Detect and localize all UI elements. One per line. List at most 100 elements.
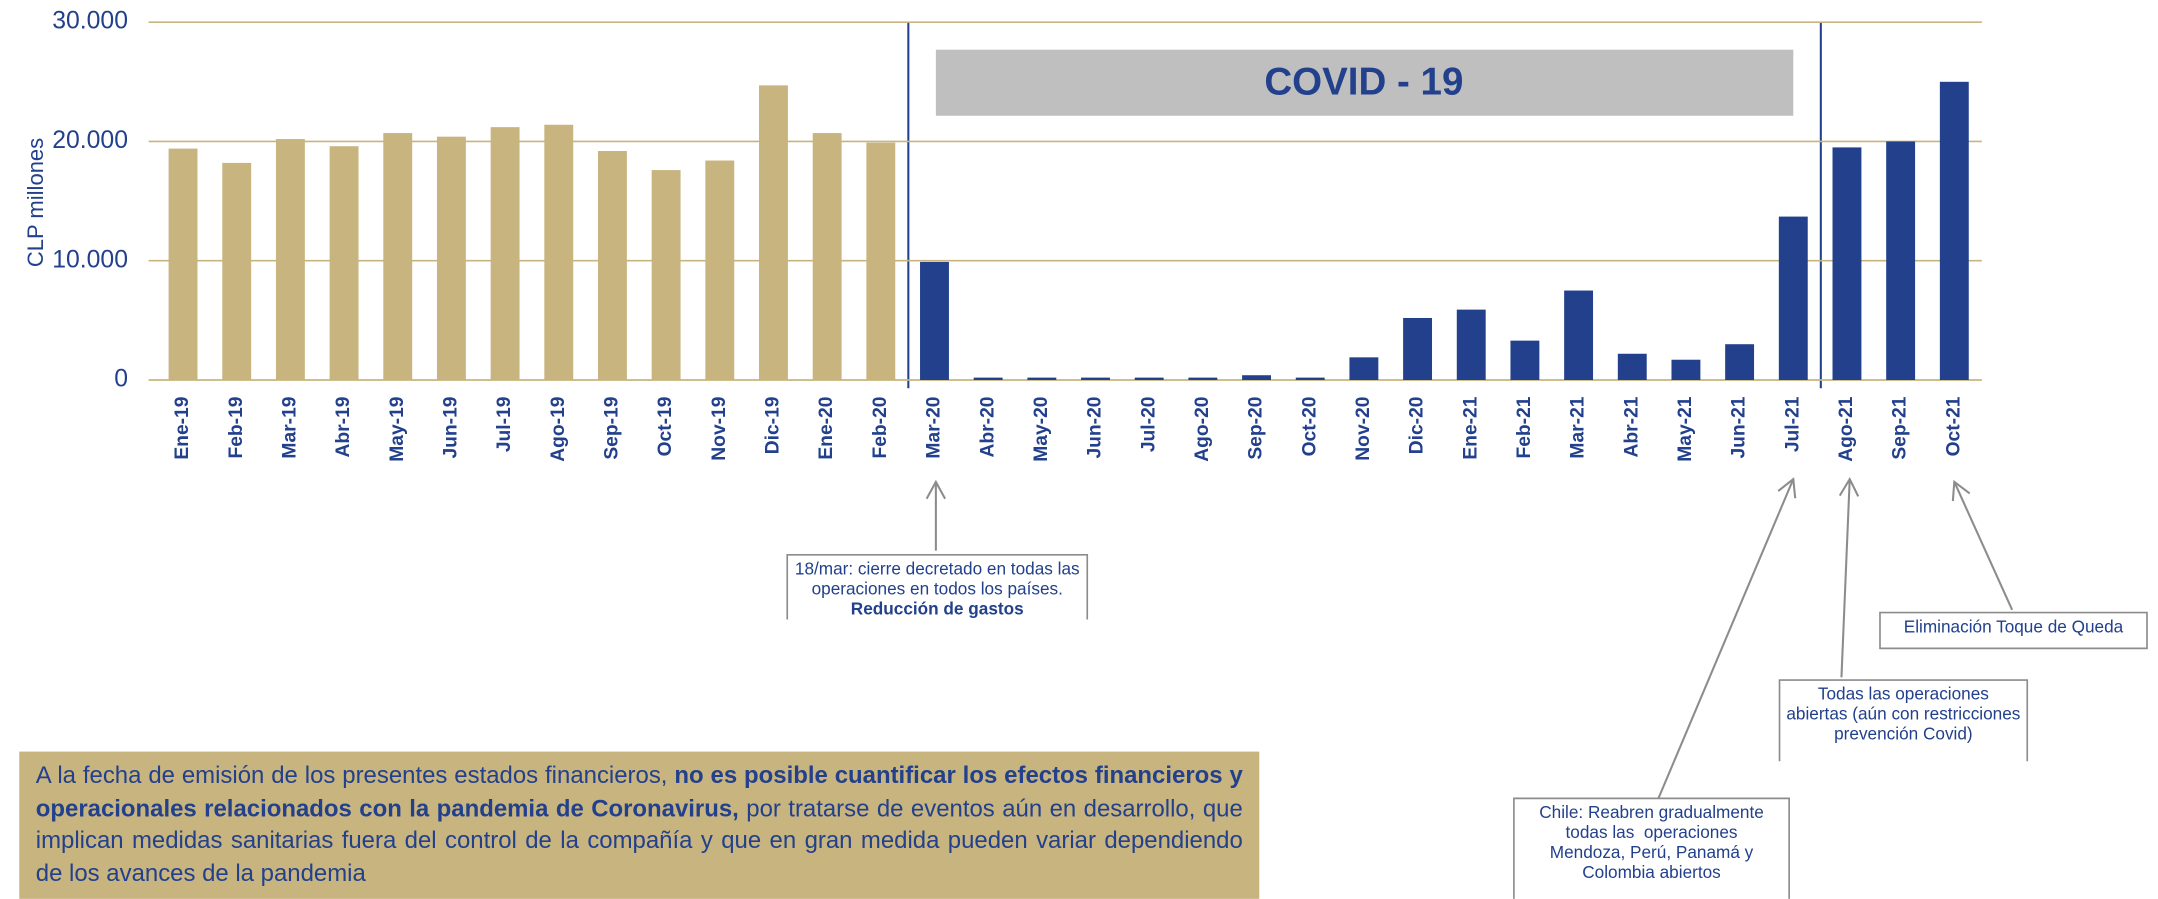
annotation-box xyxy=(1879,611,2148,650)
annotation-box xyxy=(786,553,1089,620)
note-part: no es posible cuantificar los efectos fi… xyxy=(35,761,1243,822)
annotation-text: todas las operaciones xyxy=(1566,822,1738,842)
x-tick-label: Abr-20 xyxy=(977,397,998,458)
y-tick-label: 0 xyxy=(114,366,128,393)
annotation-text: operaciones en todos los países. xyxy=(812,578,1063,598)
bar xyxy=(1242,375,1271,380)
x-tick-label: Mar-20 xyxy=(924,397,945,459)
annotation-text: Eliminación Toque de Queda xyxy=(1904,616,2124,636)
annotation-text: Colombia abiertos xyxy=(1582,862,1721,882)
arrow-line xyxy=(1953,481,2014,611)
arrow-line xyxy=(1840,479,1851,678)
x-tick-label: May-20 xyxy=(1031,397,1052,462)
x-tick-label: Ago-19 xyxy=(548,397,569,462)
x-tick-label: Oct-19 xyxy=(655,397,676,457)
covid-banner xyxy=(935,49,1794,116)
bar xyxy=(920,261,949,380)
annotation-text: prevención Covid) xyxy=(1834,724,1973,744)
x-tick-label: Sep-20 xyxy=(1246,397,1267,460)
banner-text: COVID - 19 xyxy=(1264,60,1463,103)
arrow-line xyxy=(1657,478,1795,799)
x-tick-label: Ene-21 xyxy=(1460,396,1481,459)
bar xyxy=(1134,377,1164,380)
note-part: por tratarse de eventos aún en desarroll… xyxy=(35,793,1243,886)
bar xyxy=(759,85,788,380)
arrow-head xyxy=(1951,479,1971,502)
arrow-head xyxy=(1777,477,1797,499)
bar xyxy=(275,139,305,380)
y-tick-label: 30.000 xyxy=(52,8,128,35)
bar xyxy=(544,124,574,380)
bar xyxy=(1886,141,1916,380)
x-tick-label: Nov-19 xyxy=(709,397,730,461)
y-tick-label: 10.000 xyxy=(52,246,128,273)
x-tick-label: Jun-21 xyxy=(1729,396,1750,458)
bar xyxy=(1081,377,1110,380)
bar xyxy=(1939,81,1969,380)
x-tick-label: Feb-19 xyxy=(226,397,247,459)
x-tick-label: Nov-20 xyxy=(1353,397,1374,461)
bar xyxy=(222,162,252,380)
arrow-head xyxy=(925,479,947,500)
bar xyxy=(812,133,842,380)
bar xyxy=(1188,377,1218,380)
x-tick-label: May-19 xyxy=(387,397,408,462)
x-tick-label: Ago-21 xyxy=(1836,396,1857,462)
x-tick-label: Ene-19 xyxy=(172,397,193,460)
bar xyxy=(1832,147,1862,380)
bar xyxy=(866,142,896,380)
bar xyxy=(1403,317,1433,380)
x-tick-label: Feb-20 xyxy=(870,397,891,459)
bar xyxy=(973,377,1003,380)
x-tick-label: Jun-19 xyxy=(441,397,462,459)
annotation-text: Reducción de gastos xyxy=(851,598,1024,618)
bar xyxy=(1349,357,1379,380)
x-tick-label: Sep-19 xyxy=(602,397,623,460)
bar xyxy=(1027,377,1057,380)
bar xyxy=(1510,340,1540,380)
bar xyxy=(383,133,413,380)
bar xyxy=(168,148,198,380)
bar xyxy=(436,136,466,380)
y-axis-label: CLP millones xyxy=(23,138,48,267)
bar xyxy=(490,127,520,380)
x-tick-label: Oct-21 xyxy=(1943,396,1964,456)
x-tick-label: Abr-21 xyxy=(1621,396,1642,457)
x-tick-label: Jul-20 xyxy=(1138,397,1159,453)
x-tick-label: Feb-21 xyxy=(1514,396,1535,458)
bar xyxy=(1564,290,1594,380)
x-tick-label: Jul-21 xyxy=(1782,396,1803,452)
bar xyxy=(1456,309,1486,380)
bar xyxy=(1778,216,1808,380)
x-tick-label: Dic-19 xyxy=(763,397,784,455)
annotation-text: Chile: Reabren gradualmente xyxy=(1539,802,1764,822)
x-tick-label: May-21 xyxy=(1675,396,1696,462)
note-part: A la fecha de emisión de los presentes e… xyxy=(35,761,675,789)
x-tick-label: Jun-20 xyxy=(1085,397,1106,459)
note-text: A la fecha de emisión de los presentes e… xyxy=(19,752,1259,899)
x-tick-label: Mar-21 xyxy=(1568,396,1589,458)
bar xyxy=(705,160,735,380)
x-tick-label: Abr-19 xyxy=(333,397,354,458)
annotation-box xyxy=(1513,797,1790,899)
x-tick-label: Jul-19 xyxy=(494,397,515,453)
x-tick-label: Dic-20 xyxy=(1407,397,1428,455)
x-tick-label: Mar-19 xyxy=(279,397,300,459)
arrow-head xyxy=(1838,476,1860,497)
note-box xyxy=(19,751,1260,899)
bar xyxy=(329,146,359,380)
annotation-text: 18/mar: cierre decretado en todas las xyxy=(795,558,1080,578)
x-tick-label: Sep-21 xyxy=(1890,396,1911,459)
x-tick-label: Ago-20 xyxy=(1192,397,1213,462)
y-tick-label: 20.000 xyxy=(52,127,128,154)
note: A la fecha de emisión de los presentes e… xyxy=(19,752,1259,899)
bar xyxy=(651,170,681,380)
bar xyxy=(1671,359,1701,380)
x-tick-label: Ene-20 xyxy=(816,397,837,460)
annotation-box xyxy=(1778,679,2029,762)
bar xyxy=(1725,344,1755,380)
annotation-text: Todas las operaciones xyxy=(1818,684,1989,704)
annotation-text: Mendoza, Perú, Panamá y xyxy=(1550,842,1754,862)
